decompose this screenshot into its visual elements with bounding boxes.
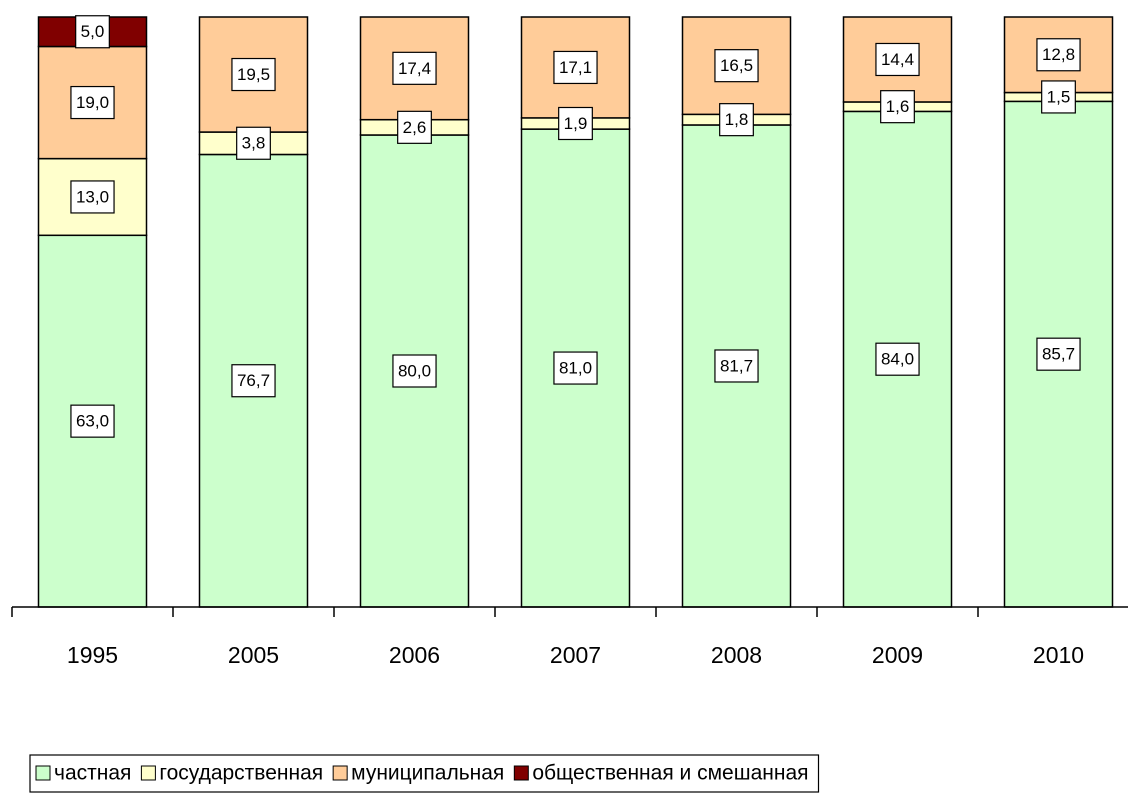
data-label-text: 2,6 [403,118,427,137]
data-label: 81,0 [553,351,598,385]
data-label: 2,6 [397,110,432,144]
data-label-box [1036,38,1081,72]
data-label: 85,7 [1036,337,1081,371]
data-label-text: 81,7 [720,356,753,375]
data-label-text: 14,4 [881,50,914,69]
x-tick-label: 2009 [872,642,923,668]
data-label: 17,4 [392,51,437,85]
legend-swatch [513,765,529,781]
data-label-box [880,90,915,124]
data-label-box [1041,80,1076,114]
data-label-text: 76,7 [237,371,270,390]
x-tick-label: 2005 [228,642,279,668]
data-label-text: 1,6 [886,97,910,116]
data-label-text: 13,0 [76,187,109,206]
data-label-box [719,103,754,137]
legend-label: частная [54,762,131,785]
legend-label: общественная и смешанная [532,762,808,785]
x-tick-label: 1995 [67,642,118,668]
data-label-box [70,180,115,214]
data-label-box [231,57,276,92]
data-label: 19,0 [70,85,115,120]
data-label: 76,7 [231,364,276,398]
data-label-box [392,354,437,388]
data-label-text: 12,8 [1042,45,1075,64]
data-label-box [553,50,598,85]
data-label-box [392,51,437,85]
data-label-text: 19,5 [237,65,270,84]
legend-box [29,754,820,793]
data-label: 12,8 [1036,38,1081,72]
data-label-text: 1,5 [1047,87,1071,106]
data-label: 1,6 [880,90,915,124]
legend-swatch [332,765,348,781]
data-label-text: 5,0 [81,22,105,41]
legend-label: муниципальная [351,762,504,785]
legend-swatch [140,765,156,781]
data-label: 5,0 [75,15,110,49]
data-label: 14,4 [875,42,920,77]
data-label-text: 16,5 [720,56,753,75]
data-label-text: 85,7 [1042,345,1075,364]
data-label-box [875,42,920,77]
data-label: 63,0 [70,404,115,438]
data-label: 81,7 [714,349,759,383]
data-label: 16,5 [714,49,759,83]
data-label: 13,0 [70,180,115,214]
data-label: 84,0 [875,342,920,376]
legend: частная государственная муниципальная общес… [29,754,820,793]
x-tick-label: 2006 [389,642,440,668]
data-label: 1,5 [1041,80,1076,114]
data-label-box [397,110,432,144]
data-label: 17,1 [553,50,598,85]
data-label-box [70,404,115,438]
data-label-box [553,351,598,385]
data-label: 19,5 [231,57,276,92]
data-label-text: 63,0 [76,412,109,431]
legend-label: государственная [159,762,323,785]
data-label-text: 17,4 [398,59,431,78]
data-label: 3,8 [236,126,271,160]
data-label: 1,8 [719,103,754,137]
data-label-text: 3,8 [242,134,266,153]
data-label-text: 81,0 [559,359,592,378]
data-label-box [714,349,759,383]
data-label-text: 84,0 [881,350,914,369]
data-label-text: 17,1 [559,58,592,77]
data-label-box [70,85,115,120]
data-label-box [231,364,276,398]
x-tick-label: 2007 [550,642,601,668]
x-tick-label: 2008 [711,642,762,668]
data-label-box [236,126,271,160]
legend-swatch [35,765,51,781]
data-label-text: 1,9 [564,114,588,133]
x-tick-label: 2010 [1033,642,1084,668]
data-label-box [75,15,110,49]
data-label: 1,9 [558,106,593,141]
data-label-box [1036,337,1081,371]
data-label-text: 1,8 [725,110,749,129]
data-label-text: 80,0 [398,361,431,380]
data-label-text: 19,0 [76,93,109,112]
data-label-box [558,106,593,141]
data-label-box [714,49,759,83]
data-label: 80,0 [392,354,437,388]
data-label-box [875,342,920,376]
